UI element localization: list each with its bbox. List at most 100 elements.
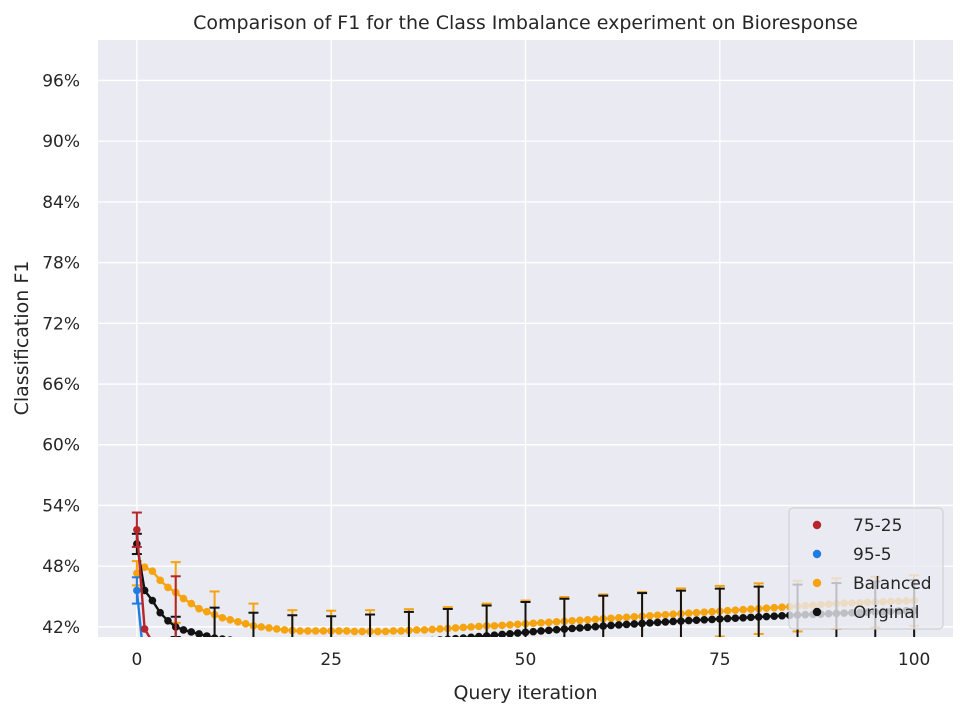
data-point xyxy=(242,638,250,646)
data-point xyxy=(148,596,157,605)
data-point xyxy=(335,627,343,635)
data-point xyxy=(669,610,677,619)
data-point xyxy=(187,628,196,636)
data-point xyxy=(342,627,351,635)
legend-label: Original xyxy=(853,603,920,623)
data-point xyxy=(304,643,312,651)
data-point xyxy=(358,641,366,649)
data-point xyxy=(218,613,227,622)
data-point xyxy=(350,627,359,636)
data-point xyxy=(552,625,561,634)
data-point xyxy=(296,627,304,635)
data-point xyxy=(420,626,429,634)
data-point xyxy=(475,632,483,637)
y-tick-label: 66% xyxy=(42,375,80,395)
data-point xyxy=(164,583,172,592)
data-point xyxy=(498,630,506,637)
data-point xyxy=(607,614,615,623)
data-point xyxy=(437,636,443,637)
x-tick-label: 50 xyxy=(515,650,537,670)
data-point xyxy=(731,606,740,614)
data-point xyxy=(389,627,398,635)
data-point xyxy=(513,629,522,637)
data-point xyxy=(708,607,716,616)
data-point xyxy=(203,632,211,637)
data-point xyxy=(203,607,211,616)
data-point xyxy=(312,643,320,651)
data-point xyxy=(475,622,483,631)
data-point xyxy=(179,626,188,634)
y-tick-label: 96% xyxy=(42,71,80,91)
data-point xyxy=(405,638,413,646)
data-point xyxy=(265,640,273,648)
x-tick-label: 25 xyxy=(320,650,342,670)
data-point xyxy=(506,621,514,629)
data-point xyxy=(506,629,514,637)
data-point xyxy=(428,625,437,634)
data-point xyxy=(583,615,592,624)
data-point xyxy=(234,637,242,645)
data-point xyxy=(692,616,701,625)
data-point xyxy=(413,638,421,646)
data-point xyxy=(545,626,553,635)
data-point xyxy=(591,622,600,631)
legend: 75-25 95-5 Balanced Original xyxy=(788,507,944,630)
data-point xyxy=(545,618,553,627)
y-tick-label: 90% xyxy=(42,132,80,152)
data-point xyxy=(653,618,662,627)
data-point xyxy=(281,641,289,649)
data-point xyxy=(451,624,460,632)
data-point xyxy=(296,642,304,650)
data-point xyxy=(366,641,374,649)
data-point xyxy=(234,618,242,626)
data-point xyxy=(467,623,475,631)
x-tick-label: 75 xyxy=(709,650,731,670)
y-tick-label: 78% xyxy=(42,254,80,274)
data-point xyxy=(374,627,382,636)
data-point xyxy=(319,627,328,635)
data-point xyxy=(762,612,771,621)
data-point xyxy=(576,624,584,632)
series-95-5 xyxy=(131,576,143,637)
data-point xyxy=(444,635,451,637)
data-point xyxy=(614,621,623,629)
legend-marker xyxy=(812,520,822,530)
data-point xyxy=(195,604,203,613)
data-point xyxy=(684,609,693,618)
data-point xyxy=(770,603,779,612)
y-tick-label: 72% xyxy=(42,314,80,334)
data-point xyxy=(397,627,405,635)
data-point xyxy=(304,627,312,635)
data-point xyxy=(452,634,459,637)
data-point xyxy=(226,615,234,624)
data-point xyxy=(568,624,576,633)
data-point xyxy=(677,617,685,625)
x-tick-label: 100 xyxy=(898,650,930,670)
data-point xyxy=(583,623,592,632)
data-point xyxy=(560,625,569,633)
data-point xyxy=(412,626,421,634)
data-point xyxy=(257,640,265,648)
data-point xyxy=(568,617,576,625)
data-point xyxy=(257,623,266,631)
data-point xyxy=(778,611,786,620)
data-point xyxy=(343,642,351,650)
data-point xyxy=(250,639,258,647)
data-point xyxy=(653,611,662,620)
data-point xyxy=(397,639,405,647)
data-point xyxy=(140,625,149,633)
data-point xyxy=(591,615,600,624)
data-point xyxy=(219,635,226,637)
data-point xyxy=(390,639,398,647)
data-point xyxy=(179,594,188,603)
data-point xyxy=(700,608,709,617)
chart-title: Comparison of F1 for the Class Imbalance… xyxy=(193,12,858,34)
data-point xyxy=(140,563,149,571)
data-point xyxy=(770,612,779,620)
data-point xyxy=(164,653,172,661)
legend-label: Balanced xyxy=(853,574,932,594)
data-point xyxy=(684,616,693,625)
data-point xyxy=(351,642,359,650)
data-point xyxy=(529,627,538,636)
